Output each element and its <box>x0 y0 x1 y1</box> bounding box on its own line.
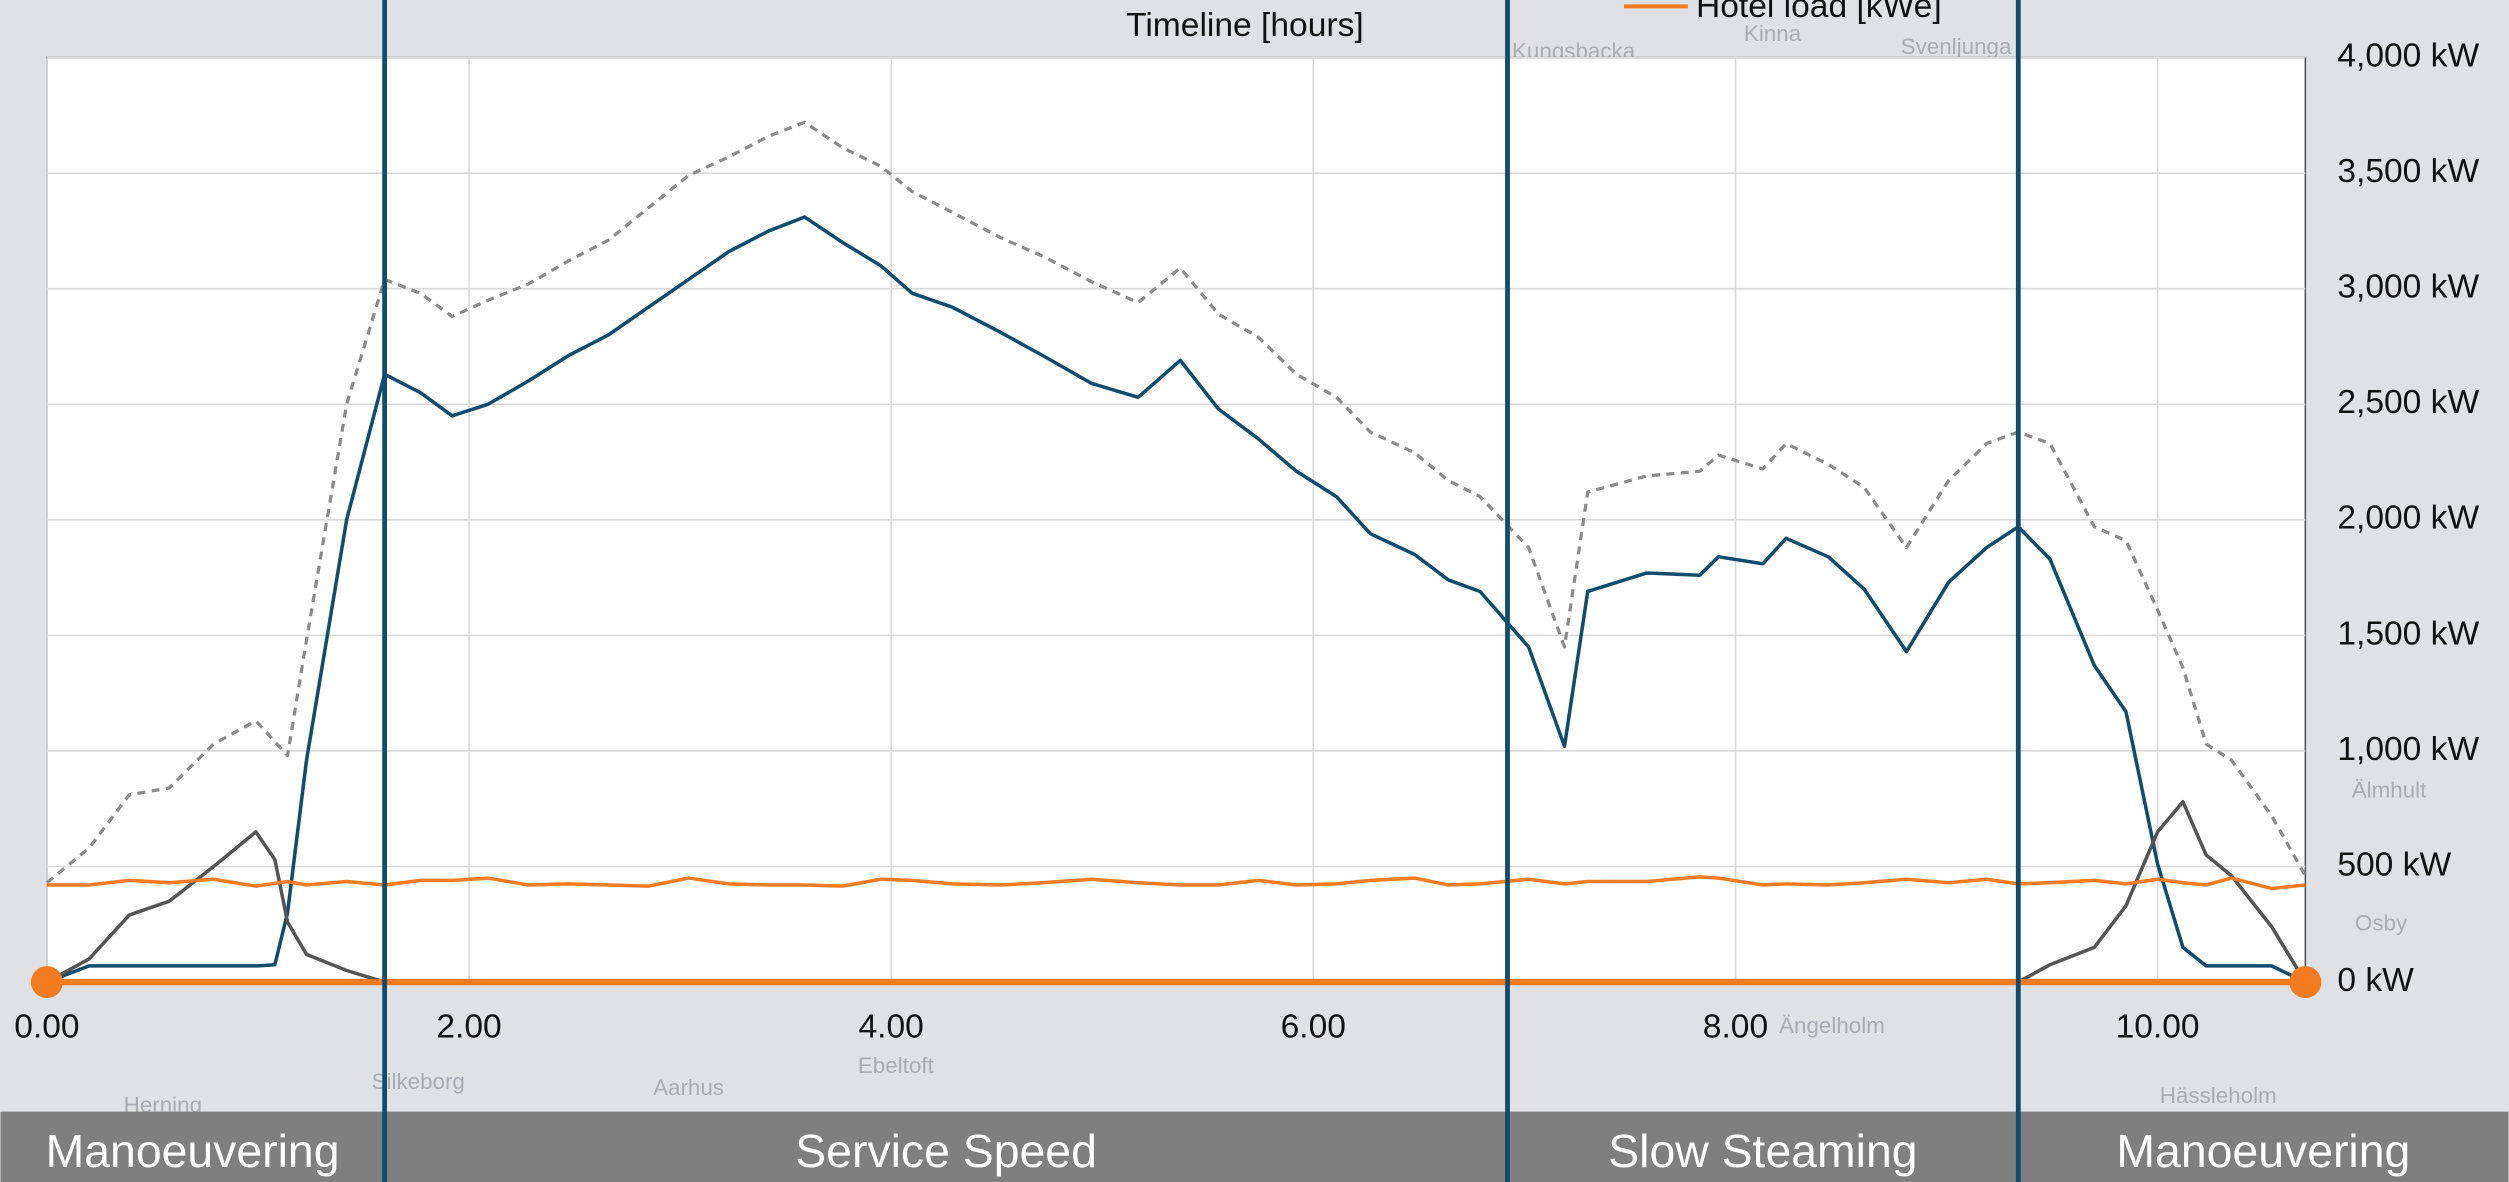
y-tick-label: 2,500 kW <box>2337 384 2479 421</box>
line-marker <box>31 966 63 998</box>
map-label: Hässleholm <box>2160 1083 2277 1108</box>
y-tick-label: 1,000 kW <box>2337 731 2479 768</box>
x-tick-label: 6.00 <box>1281 1008 1346 1045</box>
y-tick-label: 0 kW <box>2337 962 2414 999</box>
phase-label: Service Speed <box>795 1125 1097 1177</box>
x-tick-label: 10.00 <box>2116 1008 2200 1045</box>
map-label: Ebeltoft <box>858 1053 935 1078</box>
y-tick-label: 1,500 kW <box>2337 615 2479 652</box>
y-tick-label: 500 kW <box>2337 846 2451 883</box>
chart-title: Timeline [hours] <box>1126 7 1364 44</box>
map-label: Osby <box>2355 910 2408 935</box>
phase-label: Manoeuvering <box>2116 1125 2410 1177</box>
x-tick-label: 0.00 <box>14 1008 79 1045</box>
map-label: Älmhult <box>2352 778 2427 803</box>
map-label: Aarhus <box>653 1075 724 1100</box>
chart: Kungsbacka Kinna Svenljunga Silkeborg Aa… <box>0 0 2509 1182</box>
page: {"chart_data": {"type": "line", "title":… <box>0 0 2509 1182</box>
map-label: Svenljunga <box>1901 34 2012 59</box>
x-tick-label: 4.00 <box>859 1008 924 1045</box>
y-tick-label: 3,000 kW <box>2337 269 2479 306</box>
x-tick-label: 2.00 <box>436 1008 501 1045</box>
y-tick-label: 2,000 kW <box>2337 500 2479 537</box>
phase-label: Manoeuvering <box>46 1125 340 1177</box>
map-label: Ängelholm <box>1779 1013 1885 1038</box>
line-marker <box>2289 966 2321 998</box>
y-tick-label: 3,500 kW <box>2337 153 2479 190</box>
x-tick-label: 8.00 <box>1703 1008 1768 1045</box>
phase-label: Slow Steaming <box>1608 1125 1917 1177</box>
y-tick-label: 4,000 kW <box>2337 37 2479 74</box>
legend-label: Hotel load [kWe] <box>1696 0 1942 25</box>
